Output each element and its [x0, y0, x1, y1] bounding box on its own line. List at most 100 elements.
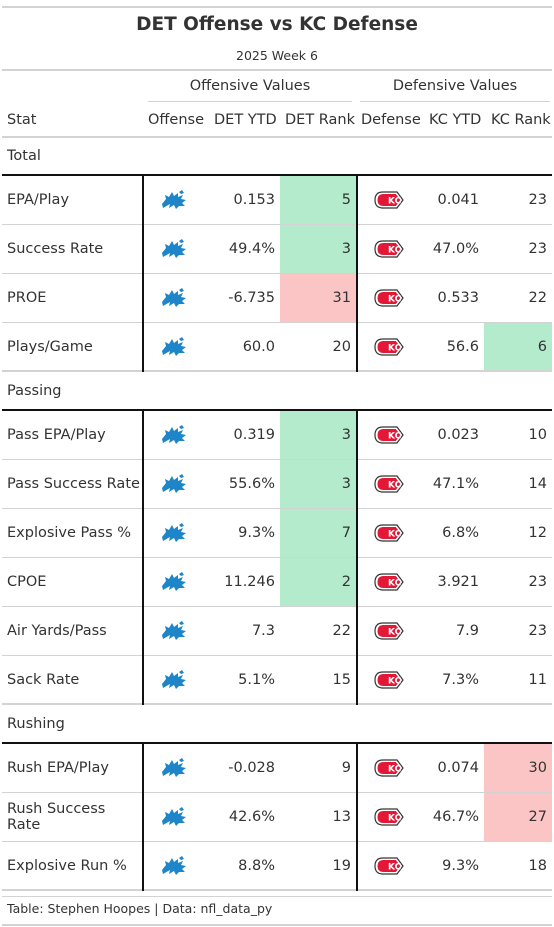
row-group-label: Total — [7, 148, 41, 164]
svg-text:KC: KC — [388, 295, 402, 305]
group-divider — [2, 174, 552, 176]
table-subtitle: 2025 Week 6 — [236, 48, 318, 63]
det-ytd-value: -0.028 — [228, 760, 275, 776]
table-row: PROE -6.735 31 KC 0.533 22 — [2, 274, 552, 323]
svg-text:KC: KC — [388, 862, 402, 872]
top-rule — [2, 6, 552, 8]
chiefs-logo-icon: KC — [356, 744, 422, 792]
det-ytd-value: 0.153 — [233, 192, 275, 208]
stat-name: PROE — [7, 290, 47, 306]
stat-name: Pass EPA/Play — [7, 427, 106, 443]
chiefs-logo-icon: KC — [356, 411, 422, 459]
table-row: Rush EPA/Play -0.028 9 KC 0.074 30 — [2, 744, 552, 793]
defense-column-divider — [356, 176, 358, 372]
kc-rank-value: 23 — [528, 574, 547, 590]
table-row: Explosive Run % 8.8% 19 KC 9.3% 18 — [2, 842, 552, 891]
stat-name: Pass Success Rate — [7, 476, 140, 492]
svg-text:KC: KC — [388, 432, 402, 442]
svg-text:KC: KC — [388, 814, 402, 824]
table-row: Sack Rate 5.1% 15 KC 7.3% 11 — [2, 656, 552, 705]
kc-rank-value: 27 — [484, 793, 552, 841]
svg-text:KC: KC — [388, 530, 402, 540]
kc-ytd-value: 56.6 — [446, 338, 479, 355]
det-rank-value: 13 — [332, 809, 351, 825]
svg-text:KC: KC — [388, 579, 402, 589]
group-divider — [2, 409, 552, 411]
det-ytd-value: 7.3 — [251, 623, 275, 639]
stat-name: Explosive Pass % — [7, 525, 132, 541]
svg-text:KC: KC — [388, 765, 402, 775]
kc-ytd-value: 9.3% — [442, 857, 479, 874]
det-rank-value: 22 — [332, 623, 351, 639]
col-header-kc-rank: KC Rank — [491, 112, 551, 128]
offense-column-divider — [142, 411, 144, 705]
row-group-label: Passing — [7, 383, 62, 399]
stat-name: CPOE — [7, 574, 47, 590]
chiefs-logo-icon: KC — [356, 176, 422, 224]
kc-ytd-value: 7.3% — [442, 671, 479, 688]
chiefs-logo-icon: KC — [356, 509, 422, 557]
kc-rank-value: 22 — [528, 290, 547, 306]
kc-rank-value: 10 — [528, 427, 547, 443]
det-rank-value: 31 — [280, 274, 356, 322]
col-header-det-ytd: DET YTD — [214, 112, 277, 128]
chiefs-logo-icon: KC — [356, 558, 422, 606]
kc-ytd-value: 0.023 — [437, 427, 479, 443]
kc-ytd-value: 0.533 — [437, 290, 479, 306]
det-ytd-value: 60.0 — [242, 338, 275, 355]
svg-text:KC: KC — [388, 676, 402, 686]
det-ytd-value: 9.3% — [238, 525, 275, 541]
lions-logo-icon — [142, 558, 206, 606]
offense-column-divider — [142, 176, 144, 372]
svg-text:KC: KC — [388, 628, 402, 638]
lions-logo-icon — [142, 460, 206, 508]
table-row: Pass Success Rate 55.6% 3 KC 47.1% 14 — [2, 460, 552, 509]
lions-logo-icon — [142, 842, 206, 889]
kc-ytd-value: 6.8% — [442, 525, 479, 541]
bottom-rule — [2, 924, 552, 926]
header-rule — [2, 69, 552, 71]
stat-name: Success Rate — [7, 241, 104, 257]
stat-name: Air Yards/Pass — [7, 623, 107, 639]
kc-rank-value: 23 — [528, 241, 547, 257]
lions-logo-icon — [142, 411, 206, 459]
kc-ytd-value: 47.0% — [432, 241, 479, 257]
table-row: Pass EPA/Play 0.319 3 KC 0.023 10 — [2, 411, 552, 460]
chiefs-logo-icon: KC — [356, 460, 422, 508]
det-rank-value: 19 — [332, 857, 351, 874]
kc-ytd-value: 0.041 — [437, 192, 479, 208]
det-ytd-value: 55.6% — [228, 476, 275, 492]
det-rank-value: 20 — [332, 338, 351, 355]
det-ytd-value: 0.319 — [233, 427, 275, 443]
svg-text:KC: KC — [388, 246, 402, 256]
svg-text:KC: KC — [388, 343, 402, 353]
spanner-defensive-rule — [360, 101, 550, 102]
stat-name: Rush EPA/Play — [7, 760, 109, 776]
lions-logo-icon — [142, 744, 206, 792]
lions-logo-icon — [142, 225, 206, 273]
lions-logo-icon — [142, 509, 206, 557]
spanner-defensive: Defensive Values — [392, 78, 518, 94]
table-row: Air Yards/Pass 7.3 22 KC 7.9 23 — [2, 607, 552, 656]
group-divider — [2, 742, 552, 744]
det-ytd-value: 42.6% — [228, 809, 275, 825]
det-rank-value: 3 — [280, 225, 356, 273]
lions-logo-icon — [142, 176, 206, 224]
col-header-offense: Offense — [148, 112, 204, 128]
spanner-offensive-rule — [148, 101, 352, 102]
stat-name: Explosive Run % — [7, 857, 127, 874]
kc-rank-value: 18 — [528, 857, 547, 874]
det-rank-value: 3 — [280, 411, 356, 459]
stat-name: EPA/Play — [7, 192, 70, 208]
col-header-det-rank: DET Rank — [285, 112, 356, 128]
det-rank-value: 3 — [280, 460, 356, 508]
stat-name: Plays/Game — [7, 338, 93, 355]
det-rank-value: 7 — [280, 509, 356, 557]
source-rule — [2, 896, 552, 897]
kc-rank-value: 6 — [484, 323, 552, 370]
defense-column-divider — [356, 744, 358, 891]
stat-name: Sack Rate — [7, 671, 80, 688]
chiefs-logo-icon: KC — [356, 793, 422, 841]
kc-rank-value: 12 — [528, 525, 547, 541]
lions-logo-icon — [142, 274, 206, 322]
